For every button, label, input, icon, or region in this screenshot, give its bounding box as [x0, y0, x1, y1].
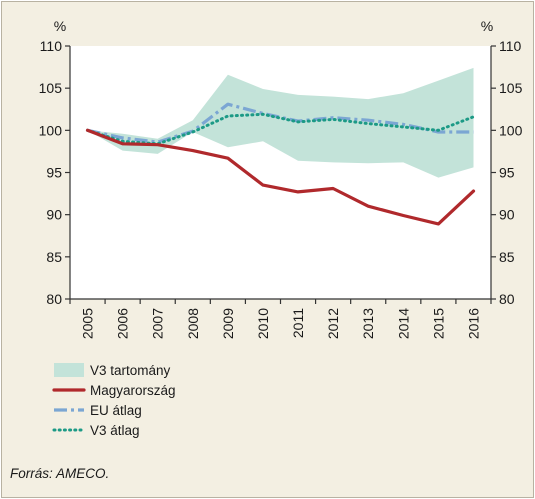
- y-tick-label-right: 90: [499, 207, 515, 223]
- x-tick-label: 2006: [115, 308, 131, 339]
- y-tick-label-left: 90: [46, 207, 62, 223]
- y-tick-label-left: 80: [46, 291, 62, 307]
- x-tick-label: 2009: [220, 308, 236, 339]
- y-tick-label-right: 105: [499, 80, 523, 96]
- legend-swatch-v3-range: [54, 363, 84, 377]
- source-note: Forrás: AMECO.: [10, 466, 109, 481]
- y-tick-label-right: 85: [499, 249, 515, 265]
- y-tick-label-right: 80: [499, 291, 515, 307]
- x-tick-label: 2016: [465, 308, 481, 339]
- legend-label-hungary: Magyarország: [90, 383, 176, 398]
- series-line-hungary: [85, 128, 476, 226]
- legend: V3 tartomány Magyarország EU átlag V3 át…: [52, 363, 176, 438]
- y-tick-label-left: 100: [39, 122, 63, 138]
- plot-layer: [70, 46, 491, 299]
- y-tick-label-right: 110: [499, 38, 522, 54]
- y-tick-label-right: 95: [499, 165, 515, 181]
- y-tick-label-left: 110: [40, 38, 63, 54]
- x-tick-label: 2008: [185, 308, 201, 339]
- axes-layer: 80 80 85 85 90 90 95 95 100 100 105 105 110 110 2005 20…: [39, 38, 523, 339]
- y-tick-label-left: 105: [39, 80, 63, 96]
- y-tick-label-right: 100: [499, 122, 523, 138]
- x-tick-label: 2014: [395, 308, 411, 339]
- x-tick-label: 2011: [290, 308, 306, 338]
- x-tick-label: 2012: [325, 308, 341, 339]
- x-tick-label: 2007: [150, 308, 166, 339]
- x-tick-label: 2013: [360, 308, 376, 339]
- y-axis-unit-left: %: [54, 18, 66, 34]
- y-tick-label-left: 95: [46, 165, 62, 181]
- y-axis-unit-right: %: [481, 18, 493, 34]
- y-tick-label-left: 85: [46, 249, 62, 265]
- legend-label-v3-average: V3 átlag: [90, 423, 140, 438]
- legend-label-eu-average: EU átlag: [90, 403, 142, 418]
- series-line-eu-average: [87, 102, 474, 144]
- x-tick-label: 2015: [430, 308, 446, 339]
- x-tick-label: 2010: [255, 308, 271, 339]
- band-v3-range: [87, 67, 474, 178]
- legend-label-v3-range: V3 tartomány: [90, 363, 171, 378]
- x-tick-label: 2005: [80, 308, 96, 339]
